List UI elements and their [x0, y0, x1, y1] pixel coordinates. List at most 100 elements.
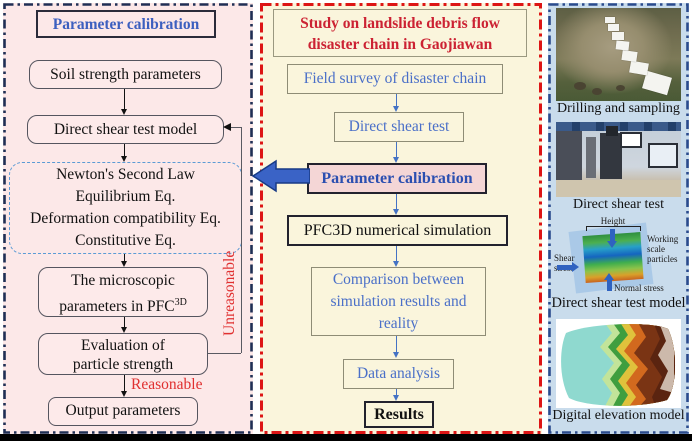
direct-shear-test-label: Direct shear test: [348, 118, 450, 135]
shear-stress-label: Shear stress: [554, 253, 588, 273]
normal-stress-text: Normal stress: [614, 283, 664, 293]
micro-line2-main: parameters in PFC: [59, 298, 175, 316]
data-analysis-box: Data analysis: [343, 359, 454, 389]
height-bracket: [586, 226, 641, 231]
soil-strength-box: Soil strength parameters: [29, 60, 222, 89]
working-particles-label: Working scale particles: [647, 234, 683, 264]
lab-machine: [556, 131, 582, 180]
soil-strength-label: Soil strength parameters: [50, 66, 201, 83]
reasonable-label: Reasonable: [131, 376, 202, 394]
shear-stress-arrow-icon: [557, 262, 579, 272]
digital-elevation-model-image: [556, 319, 681, 408]
direct-shear-test-caption: Direct shear test: [548, 197, 689, 213]
arrow-comparison-to-analysis: [392, 336, 399, 358]
parameter-calibration-label: Parameter calibration: [321, 170, 473, 187]
right-panel-figures: Drilling and sampling Direct shear test …: [548, 3, 689, 434]
unreasonable-text: Unreasonable: [221, 250, 238, 336]
unreasonable-label: Unreasonable: [217, 225, 243, 361]
direct-shear-test-box: Direct shear test: [334, 112, 464, 142]
direct-shear-model-caption: Direct shear test model: [548, 295, 689, 312]
lab-machine: [586, 137, 596, 178]
output-parameters-label: Output parameters: [65, 402, 181, 419]
comparison-line2: simulation results and: [330, 293, 467, 310]
paper-marker: [621, 50, 638, 62]
arrow-equations-to-micro: [120, 254, 127, 267]
feedback-line-top: [231, 127, 241, 128]
bottom-black-bar: [0, 434, 692, 441]
study-title-box: Study on landslide debris flow disaster …: [273, 9, 527, 57]
direct-shear-model-schematic: Height Working scale particles Shear str…: [554, 217, 683, 296]
arrow-shear-to-calibration: [392, 142, 399, 163]
caption-text: Drilling and sampling: [557, 101, 680, 116]
left-title-label: Parameter calibration: [52, 16, 200, 33]
field-survey-label: Field survey of disaster chain: [303, 70, 487, 87]
drilling-sampling-photo: [556, 8, 681, 101]
equation-line: Deformation compatibility Eq.: [30, 210, 221, 227]
arrow-analysis-to-results: [392, 389, 399, 401]
rock: [574, 82, 586, 90]
equation-line: Newton's Second Law: [56, 166, 195, 183]
parameter-calibration-box: Parameter calibration: [307, 163, 487, 194]
study-title-label: Study on landslide debris flow disaster …: [300, 15, 500, 53]
arrow-shear-to-equations: [120, 144, 127, 162]
pfc3d-simulation-label: PFC3D numerical simulation: [303, 222, 492, 239]
left-title-box: Parameter calibration: [36, 10, 216, 38]
data-analysis-label: Data analysis: [356, 365, 441, 382]
equations-dashed-box: Newton's Second Law Equilibrium Eq. Defo…: [9, 162, 242, 254]
paper-marker: [615, 40, 630, 51]
drilling-sampling-caption: Drilling and sampling: [548, 101, 689, 117]
normal-stress-arrow-icon: [604, 273, 614, 291]
lab-monitor: [648, 143, 678, 168]
arrow-pfc3d-to-comparison: [392, 246, 399, 267]
evaluation-line2: particle strength: [72, 356, 174, 373]
micro-line2: parameters in PFC3D: [39, 292, 207, 318]
normal-stress-label: Normal stress: [614, 283, 676, 293]
caption-text: Direct shear test: [573, 197, 664, 212]
paper-marker: [608, 24, 619, 31]
results-label: Results: [374, 406, 424, 423]
results-box: Results: [364, 401, 434, 428]
lab-monitor: [620, 132, 642, 148]
arrow-survey-to-shear: [392, 94, 399, 112]
rock: [592, 88, 602, 95]
middle-panel-study-flow: Study on landslide debris flow disaster …: [260, 3, 542, 434]
arrow-evaluation-to-output: [120, 375, 127, 397]
microscopic-parameters-box: The microscopic parameters in PFC3D: [38, 267, 208, 317]
equation-line: Equilibrium Eq.: [75, 188, 176, 205]
comparison-line3: reality: [378, 315, 419, 332]
direct-shear-model-label: Direct shear test model: [53, 121, 198, 138]
height-text: Height: [600, 217, 626, 226]
caption-text: Direct shear test model: [551, 295, 686, 311]
evaluation-box: Evaluation of particle strength: [38, 333, 208, 375]
comparison-line1: Comparison between: [332, 271, 465, 288]
output-parameters-box: Output parameters: [48, 397, 198, 426]
field-survey-box: Field survey of disaster chain: [287, 64, 503, 94]
pfc3d-simulation-box: PFC3D numerical simulation: [287, 215, 508, 246]
micro-line1: The microscopic: [71, 272, 175, 289]
lab-machine: [600, 133, 622, 179]
arrow-micro-to-evaluation: [120, 317, 127, 333]
caption-text: Digital elevation model: [552, 408, 685, 423]
arrow-soil-to-shear: [120, 89, 127, 115]
direct-shear-test-photo: [556, 122, 681, 197]
feedback-line-bottom: [208, 353, 241, 354]
dem-map: [561, 324, 676, 406]
height-label: Height: [584, 217, 642, 226]
direct-shear-model-box: Direct shear test model: [27, 115, 224, 144]
digital-elevation-caption: Digital elevation model: [548, 408, 689, 424]
feedback-line-vertical: [241, 127, 242, 353]
paper-marker: [605, 17, 615, 23]
left-panel-parameter-calibration: Parameter calibration Soil strength para…: [3, 3, 253, 434]
micro-superscript: 3D: [174, 297, 187, 308]
calibration-link-arrow-icon: [251, 159, 310, 193]
lab-machine: [606, 126, 618, 136]
arrow-calibration-to-pfc3d: [392, 194, 399, 215]
comparison-box: Comparison between simulation results an…: [311, 267, 486, 336]
paper-marker: [612, 32, 624, 40]
working-particles-text: Working scale particles: [647, 234, 679, 264]
feedback-arrowhead: [223, 122, 231, 131]
equation-line: Constitutive Eq.: [75, 232, 176, 249]
normal-load-arrow-icon: [607, 229, 617, 248]
paper-marker: [629, 60, 649, 76]
